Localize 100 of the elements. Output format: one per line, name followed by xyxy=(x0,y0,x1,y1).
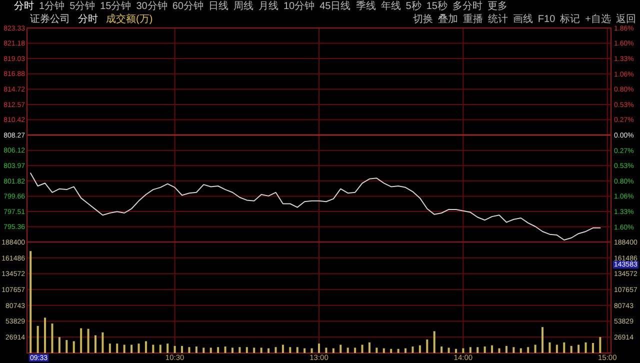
bar xyxy=(354,348,356,353)
bar xyxy=(397,348,400,353)
bar xyxy=(87,328,90,353)
text: 切换 xyxy=(412,13,433,25)
bar xyxy=(72,341,75,353)
line-series xyxy=(30,172,601,241)
bar xyxy=(332,348,334,353)
bar xyxy=(66,340,68,353)
bar xyxy=(108,344,111,353)
text: 画线 xyxy=(512,13,533,25)
chart-title: 证券公司 xyxy=(30,13,70,25)
bar xyxy=(346,348,349,353)
text: 45日线 xyxy=(320,0,351,12)
bar xyxy=(592,342,594,353)
text: +自选 xyxy=(585,13,611,25)
bar xyxy=(376,348,378,353)
text: 1分钟 xyxy=(39,0,65,12)
text: 5分钟 xyxy=(70,0,96,12)
bar xyxy=(542,327,544,353)
bar xyxy=(340,344,342,353)
text: 年线 xyxy=(380,0,401,12)
bar xyxy=(202,348,205,353)
bar xyxy=(498,348,500,353)
bar xyxy=(188,347,190,353)
bar xyxy=(426,339,428,353)
text: 重播 xyxy=(462,13,483,25)
bar xyxy=(404,348,407,353)
bar xyxy=(527,347,530,353)
bar xyxy=(484,346,486,353)
bar xyxy=(217,347,220,353)
bar xyxy=(390,348,392,353)
bar xyxy=(556,344,558,353)
bar xyxy=(260,348,262,353)
bar xyxy=(433,331,436,353)
bar xyxy=(174,346,176,353)
text: 返回 xyxy=(616,13,636,25)
text: 标记 xyxy=(559,13,580,25)
bar xyxy=(238,347,241,353)
bar xyxy=(440,346,443,353)
bar xyxy=(361,344,364,353)
text: 更多 xyxy=(487,0,508,12)
bar xyxy=(599,337,602,353)
bar xyxy=(159,344,162,353)
bar xyxy=(44,318,46,353)
bar xyxy=(80,328,82,353)
text: 15分钟 xyxy=(100,0,132,12)
bar xyxy=(231,348,234,353)
bar xyxy=(563,342,566,353)
bar xyxy=(51,324,54,353)
bar xyxy=(310,348,313,353)
bar xyxy=(448,348,450,353)
bar xyxy=(418,345,421,353)
text: 多分时 xyxy=(452,0,482,12)
bar xyxy=(469,347,472,353)
bar xyxy=(152,344,154,353)
bar xyxy=(282,344,284,353)
bar xyxy=(491,345,494,353)
bar xyxy=(520,348,522,353)
bar xyxy=(382,348,385,353)
bar xyxy=(195,346,198,353)
bar xyxy=(368,342,370,353)
text: 统计 xyxy=(488,13,508,25)
bar xyxy=(102,332,104,353)
bar xyxy=(584,342,587,353)
bar xyxy=(462,348,464,353)
text: 5秒 xyxy=(406,0,422,12)
text: 60分钟 xyxy=(172,0,204,12)
bar xyxy=(570,346,572,353)
text: 10分钟 xyxy=(284,0,315,12)
bar xyxy=(58,337,60,353)
text: F10 xyxy=(538,14,556,25)
bar xyxy=(318,344,320,353)
bar xyxy=(412,346,414,353)
bar xyxy=(548,342,551,353)
text: 15秒 xyxy=(426,0,448,12)
bar xyxy=(116,344,118,353)
bar xyxy=(246,347,248,353)
bar xyxy=(578,344,580,353)
bar xyxy=(138,344,140,353)
bar xyxy=(476,347,479,353)
bar xyxy=(181,346,184,353)
bar xyxy=(512,347,515,353)
bar xyxy=(30,251,32,353)
text: 30分钟 xyxy=(136,0,168,12)
bar xyxy=(505,346,508,353)
text: 周线 xyxy=(234,0,254,12)
bar xyxy=(454,348,457,353)
bar xyxy=(166,344,169,353)
text: 叠加 xyxy=(438,13,458,25)
bar xyxy=(224,346,226,353)
bar xyxy=(210,348,212,353)
bar xyxy=(274,347,277,353)
text: 季线 xyxy=(356,0,376,12)
bar xyxy=(534,344,536,353)
text: 成交额(万) xyxy=(106,13,153,25)
text: 月线 xyxy=(258,0,278,12)
bar xyxy=(253,348,256,353)
chart-subtitle: 分时 xyxy=(78,13,98,25)
bar xyxy=(123,344,126,353)
bar xyxy=(144,341,147,353)
